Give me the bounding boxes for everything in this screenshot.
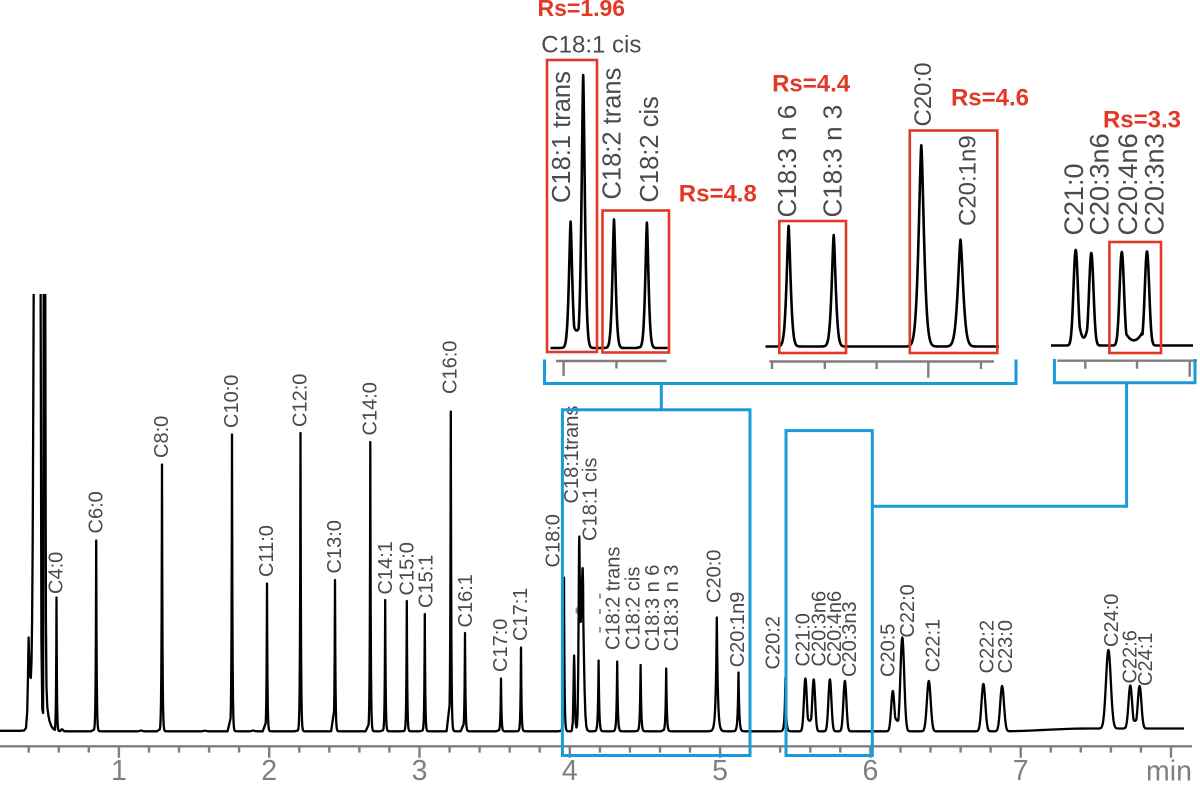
svg-text:C18:2 trans: C18:2 trans <box>599 68 627 200</box>
svg-text:C18:1 cis: C18:1 cis <box>580 458 602 541</box>
svg-text:C18:1trans: C18:1trans <box>561 406 583 504</box>
svg-text:C13:0: C13:0 <box>324 520 346 573</box>
svg-text:C21:0: C21:0 <box>1059 163 1089 235</box>
svg-text:C6:0: C6:0 <box>85 491 107 533</box>
svg-text:C23:0: C23:0 <box>995 620 1017 673</box>
svg-text:5: 5 <box>712 755 728 781</box>
svg-text:C14:1: C14:1 <box>375 541 397 594</box>
svg-text:C18:1 cis: C18:1 cis <box>541 32 641 59</box>
svg-text:C8:0: C8:0 <box>151 416 173 458</box>
svg-text:2: 2 <box>261 755 277 781</box>
svg-text:C20:0: C20:0 <box>704 550 726 603</box>
svg-text:C16:0: C16:0 <box>439 341 461 394</box>
svg-text:C20:2: C20:2 <box>763 616 785 669</box>
svg-text:C20:3n6: C20:3n6 <box>808 591 830 667</box>
svg-text:C20:1n9: C20:1n9 <box>727 592 749 668</box>
svg-text:6: 6 <box>862 755 878 781</box>
svg-text:C11:0: C11:0 <box>256 525 278 577</box>
svg-text:C24:1: C24:1 <box>1135 633 1157 686</box>
svg-text:C20:0: C20:0 <box>910 62 937 126</box>
svg-text:C17:1: C17:1 <box>510 588 532 641</box>
svg-text:C22:6: C22:6 <box>1119 630 1141 683</box>
svg-text:C20:3n3: C20:3n3 <box>1140 133 1170 235</box>
svg-text:C10:0: C10:0 <box>221 375 243 428</box>
svg-text:C20:1n9: C20:1n9 <box>954 135 981 226</box>
svg-text:C18:2 cis: C18:2 cis <box>636 96 664 202</box>
svg-text:C16:1: C16:1 <box>455 574 477 627</box>
svg-text:C18:2 cis: C18:2 cis <box>623 567 645 650</box>
svg-text:Rs=4.4: Rs=4.4 <box>772 71 851 98</box>
svg-text:C18:0: C18:0 <box>543 514 565 567</box>
svg-text:7: 7 <box>1013 755 1029 781</box>
svg-text:Rs=1.96: Rs=1.96 <box>537 0 625 21</box>
svg-text:C20:3n6: C20:3n6 <box>1084 133 1114 235</box>
svg-text:C18:1 trans: C18:1 trans <box>548 71 576 203</box>
svg-text:C20:3n3: C20:3n3 <box>839 601 861 677</box>
svg-text:3: 3 <box>412 755 428 781</box>
svg-text:1: 1 <box>111 755 127 781</box>
svg-text:C20:4n6: C20:4n6 <box>824 591 846 667</box>
svg-text:C21:0: C21:0 <box>793 613 815 666</box>
svg-text:Rs=4.8: Rs=4.8 <box>679 181 757 208</box>
svg-text:Rs=3.3: Rs=3.3 <box>1103 107 1181 134</box>
svg-text:C4:0: C4:0 <box>45 552 67 594</box>
svg-text:C17:0: C17:0 <box>490 619 512 672</box>
svg-text:C18:3 n 3: C18:3 n 3 <box>818 105 848 218</box>
svg-text:C22:0: C22:0 <box>897 584 919 637</box>
svg-text:C24:0: C24:0 <box>1101 594 1123 647</box>
svg-text:C20:5: C20:5 <box>877 624 899 677</box>
svg-text:C20:4n6: C20:4n6 <box>1113 133 1143 235</box>
svg-text:C12:0: C12:0 <box>290 374 312 427</box>
svg-text:min: min <box>1146 756 1192 782</box>
svg-text:C22:2: C22:2 <box>976 620 998 673</box>
svg-text:C14:0: C14:0 <box>359 382 381 435</box>
svg-text:C18:3 n 3: C18:3 n 3 <box>661 565 683 652</box>
svg-text:C18:3 n 6: C18:3 n 6 <box>642 565 664 652</box>
svg-text:C22:1: C22:1 <box>923 619 945 672</box>
svg-text:4: 4 <box>562 755 578 781</box>
svg-text:C18:2 trans: C18:2 trans <box>603 547 625 650</box>
svg-text:C15:1: C15:1 <box>415 555 437 608</box>
svg-text:C18:3 n 6: C18:3 n 6 <box>772 105 802 218</box>
svg-text:C15:0: C15:0 <box>396 542 418 595</box>
svg-text:Rs=4.6: Rs=4.6 <box>951 85 1029 112</box>
